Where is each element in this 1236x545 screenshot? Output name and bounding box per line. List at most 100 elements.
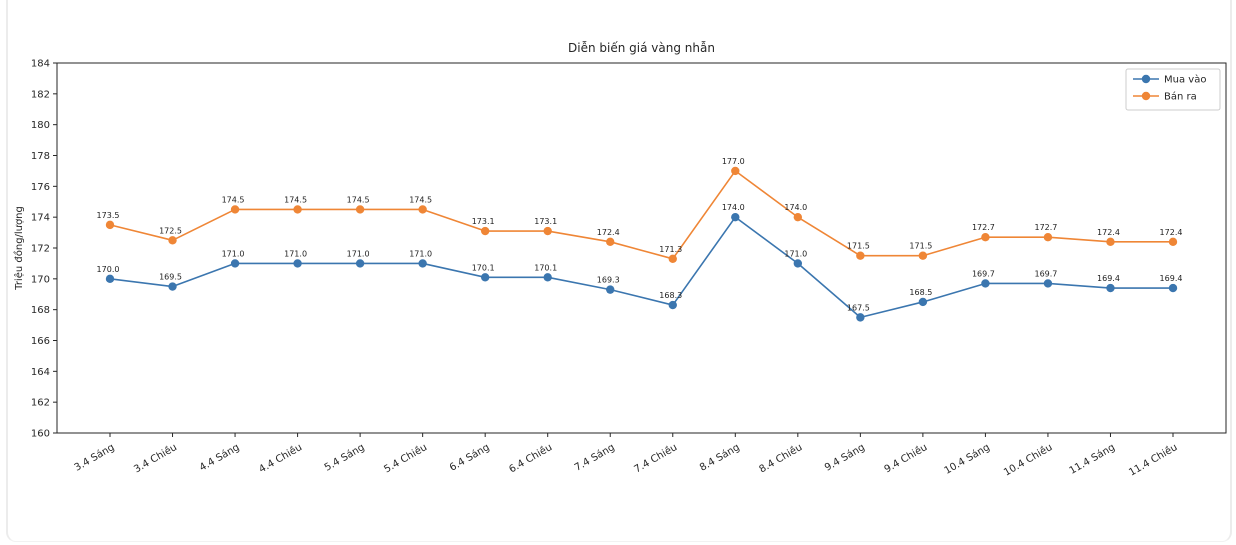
- x-tick-label: 10.4 Sáng: [942, 441, 992, 477]
- data-point: [856, 313, 865, 322]
- legend-label: Bán ra: [1164, 91, 1197, 103]
- data-point-label: 169.7: [972, 269, 995, 278]
- data-point-label: 174.0: [784, 203, 807, 212]
- data-point: [1168, 283, 1178, 293]
- x-tick-label: 8.4 Chiều: [757, 441, 804, 475]
- x-tick-label: 7.4 Chiều: [632, 441, 679, 475]
- y-tick-label: 174: [31, 213, 50, 224]
- series-line-Bán ra: [109, 170, 1173, 260]
- data-point: [418, 259, 427, 268]
- data-point-label: 172.4: [597, 228, 620, 237]
- data-point: [606, 237, 615, 247]
- data-point: [480, 273, 490, 282]
- data-point-label: 168.3: [659, 291, 682, 300]
- data-point: [668, 300, 677, 310]
- y-tick-label: 170: [31, 274, 50, 285]
- plot-frame: [56, 62, 1227, 434]
- data-point-label: 172.5: [159, 226, 182, 235]
- x-tick-label: 11.4 Chiều: [1127, 441, 1180, 478]
- data-point-label: 169.5: [159, 273, 182, 282]
- data-point: [668, 254, 677, 263]
- data-point: [856, 251, 865, 260]
- x-tick-label: 3.4 Chiều: [132, 441, 179, 475]
- x-tick-label: 10.4 Chiều: [1002, 441, 1055, 478]
- data-point-label: 174.5: [222, 195, 245, 204]
- x-tick-label: 9.4 Chiều: [882, 441, 929, 475]
- data-point-label: 173.1: [534, 217, 557, 226]
- y-tick-label: 180: [31, 120, 50, 131]
- y-tick-label: 184: [31, 59, 50, 70]
- data-point: [918, 297, 928, 307]
- data-point: [355, 259, 365, 268]
- data-point-label: 172.7: [972, 223, 995, 232]
- data-point-label: 170.1: [472, 263, 495, 272]
- legend-marker: [1141, 91, 1151, 101]
- y-tick-label: 164: [31, 367, 50, 378]
- y-tick-label: 168: [31, 305, 50, 316]
- data-point: [1168, 237, 1178, 247]
- data-point: [606, 285, 615, 294]
- x-tick-label: 6.4 Sáng: [447, 441, 491, 474]
- data-point: [543, 273, 552, 282]
- data-point-label: 172.4: [1160, 228, 1183, 237]
- data-point: [293, 205, 302, 214]
- data-point-label: 168.5: [909, 288, 932, 297]
- series-line-Mua vào: [109, 216, 1173, 319]
- y-tick-label: 176: [31, 182, 50, 193]
- data-point-label: 171.0: [222, 249, 245, 258]
- data-point-label: 171.0: [784, 249, 807, 258]
- data-point: [480, 226, 490, 236]
- data-point: [230, 205, 240, 214]
- data-point-label: 174.5: [284, 195, 307, 204]
- x-tick-label: 5.4 Sáng: [322, 441, 366, 474]
- data-point-label: 173.1: [472, 217, 495, 226]
- data-point-label: 169.3: [597, 276, 620, 285]
- data-point-label: 169.7: [1034, 269, 1057, 278]
- data-point-label: 173.5: [97, 211, 120, 220]
- data-point: [1106, 283, 1115, 293]
- y-tick-label: 160: [31, 429, 50, 440]
- gold-price-line-chart: Diễn biến giá vàng nhẫn Triệu đồng/lượng 1…: [13, 41, 1227, 479]
- data-point-label: 171.3: [659, 245, 682, 254]
- y-tick-label: 178: [31, 151, 50, 162]
- data-point-label: 177.0: [722, 157, 745, 166]
- data-point-label: 174.5: [347, 195, 370, 204]
- data-point: [105, 274, 115, 284]
- data-point: [230, 259, 240, 268]
- data-point: [543, 226, 552, 236]
- data-point: [293, 259, 302, 268]
- x-tick-label: 3.4 Sáng: [72, 441, 116, 474]
- data-point-label: 172.4: [1097, 228, 1120, 237]
- data-point: [1106, 237, 1115, 247]
- x-tick-label: 11.4 Sáng: [1067, 441, 1117, 477]
- y-tick-label: 172: [31, 244, 50, 255]
- chart-card: Diễn biến giá vàng nhẫn Triệu đồng/lượng 1…: [6, 0, 1232, 542]
- data-point: [1043, 279, 1053, 288]
- x-tick-label: 4.4 Sáng: [197, 441, 241, 474]
- chart-title: Diễn biến giá vàng nhẫn: [568, 41, 715, 55]
- data-point-label: 172.7: [1034, 223, 1057, 232]
- y-axis-label: Triệu đồng/lượng: [13, 206, 25, 291]
- x-tick-label: 5.4 Chiều: [382, 441, 429, 475]
- data-point: [918, 251, 928, 260]
- data-point-label: 170.0: [97, 265, 120, 274]
- data-point-label: 174.0: [722, 203, 745, 212]
- data-point-label: 167.5: [847, 303, 870, 312]
- y-tick-label: 182: [31, 89, 50, 100]
- data-point: [1043, 233, 1053, 242]
- data-point: [793, 259, 803, 268]
- data-point-label: 171.5: [847, 242, 870, 251]
- data-point: [981, 233, 990, 242]
- data-point-label: 169.4: [1097, 274, 1120, 283]
- data-point-label: 169.4: [1160, 274, 1183, 283]
- data-point: [105, 220, 115, 230]
- data-point: [981, 279, 990, 288]
- data-point-label: 171.0: [347, 249, 370, 258]
- y-tick-label: 162: [31, 398, 50, 409]
- data-point: [418, 205, 427, 214]
- data-point: [355, 205, 365, 214]
- data-point-label: 171.0: [284, 249, 307, 258]
- legend-marker: [1141, 74, 1151, 84]
- x-tick-label: 8.4 Sáng: [697, 441, 741, 474]
- legend-label: Mua vào: [1164, 74, 1206, 86]
